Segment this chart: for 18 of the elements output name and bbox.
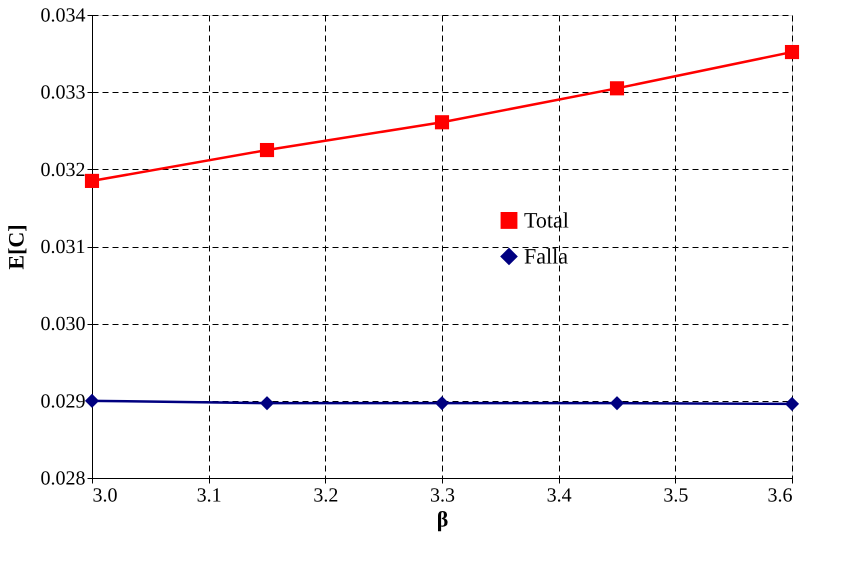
x-tick-label: 3.3	[430, 484, 455, 506]
x-tick-label: 3.4	[546, 484, 572, 506]
y-tick-label: 0.033	[40, 82, 86, 104]
x-tick-label: 3.2	[313, 484, 338, 506]
y-tick-label: 0.030	[40, 313, 86, 336]
y-tick-label: 0.034	[40, 4, 86, 26]
x-tick-label: 3.6	[768, 484, 792, 506]
y-tick-label: 0.028	[40, 468, 86, 490]
y-tick-label: 0.032	[40, 158, 86, 181]
y-tick-label: 0.029	[40, 390, 86, 412]
x-tick-label: 3.1	[196, 484, 222, 506]
y-tick-label: 0.031	[40, 236, 86, 258]
x-tick-label: 3.5	[663, 484, 688, 506]
x-axis-title: β	[436, 506, 448, 532]
legend-label: Falla	[524, 243, 568, 268]
x-tick-label: 3.0	[92, 484, 118, 506]
legend-label: Total	[524, 207, 569, 232]
y-axis-title: E[C]	[4, 224, 28, 270]
